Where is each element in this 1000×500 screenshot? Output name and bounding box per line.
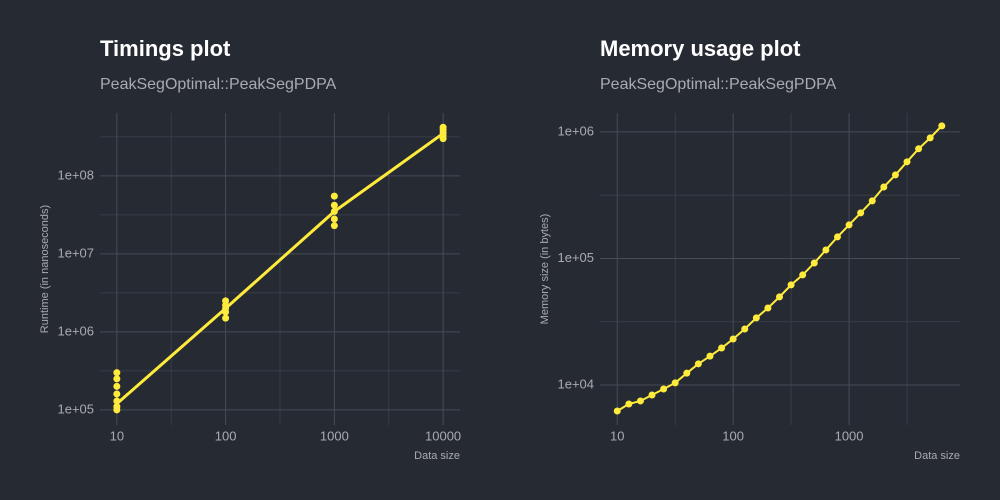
data-point — [613, 407, 621, 415]
series-line — [616, 125, 943, 412]
data-point — [330, 215, 338, 223]
data-point — [729, 335, 737, 343]
y-axis-label: Runtime (in nanoseconds) — [39, 205, 51, 333]
data-point — [439, 123, 447, 131]
data-point — [648, 391, 656, 399]
data-point — [683, 369, 691, 377]
data-point — [915, 145, 923, 153]
y-tick-label: 1e+06 — [57, 323, 94, 338]
y-tick-label: 1e+05 — [557, 250, 594, 265]
y-tick-label: 1e+05 — [57, 401, 94, 416]
data-point — [694, 360, 702, 368]
data-point — [857, 209, 865, 217]
data-point — [799, 271, 807, 279]
data-point — [880, 183, 888, 191]
x-axis-label: Data size — [414, 450, 460, 462]
chart-subtitle: PeakSegOptimal::PeakSegPDPA — [100, 76, 337, 93]
data-point — [776, 293, 784, 301]
data-point — [752, 314, 760, 322]
data-point — [330, 222, 338, 230]
data-point — [330, 192, 338, 200]
data-point — [833, 233, 841, 241]
chart-subtitle: PeakSegOptimal::PeakSegPDPA — [600, 76, 837, 93]
data-point — [810, 259, 818, 267]
x-tick-label: 1000 — [835, 428, 864, 443]
data-point — [113, 375, 121, 383]
data-point — [764, 304, 772, 312]
data-point — [113, 369, 121, 377]
y-tick-label: 1e+04 — [557, 376, 594, 391]
x-tick-label: 100 — [215, 428, 237, 443]
data-point — [787, 281, 795, 289]
x-tick-label: 100 — [722, 428, 744, 443]
data-point — [222, 297, 230, 305]
data-point — [113, 390, 121, 398]
data-point — [660, 385, 668, 393]
y-tick-label: 1e+08 — [57, 167, 94, 182]
x-tick-label: 10 — [110, 428, 124, 443]
data-point — [938, 122, 946, 130]
y-tick-label: 1e+06 — [557, 123, 594, 138]
series-line — [115, 132, 444, 405]
y-axis-label: Memory size (in bytes) — [539, 214, 551, 325]
data-point — [741, 325, 749, 333]
data-point — [868, 197, 876, 205]
data-point — [222, 314, 230, 322]
data-point — [891, 171, 899, 179]
x-axis-label: Data size — [914, 450, 960, 462]
data-point — [330, 201, 338, 209]
data-point — [113, 382, 121, 390]
data-point — [625, 400, 633, 408]
data-point — [903, 158, 911, 166]
data-point — [845, 221, 853, 229]
y-tick-label: 1e+07 — [57, 245, 94, 260]
data-point — [113, 403, 121, 411]
x-tick-label: 1000 — [320, 428, 349, 443]
data-point — [926, 134, 934, 142]
data-point — [706, 352, 714, 360]
chart-title: Memory usage plot — [600, 36, 801, 61]
data-point — [822, 246, 830, 254]
data-point — [718, 344, 726, 352]
x-tick-label: 10 — [610, 428, 624, 443]
data-point — [671, 379, 679, 387]
x-tick-label: 10000 — [425, 428, 461, 443]
data-point — [636, 397, 644, 405]
chart-title: Timings plot — [100, 36, 231, 61]
